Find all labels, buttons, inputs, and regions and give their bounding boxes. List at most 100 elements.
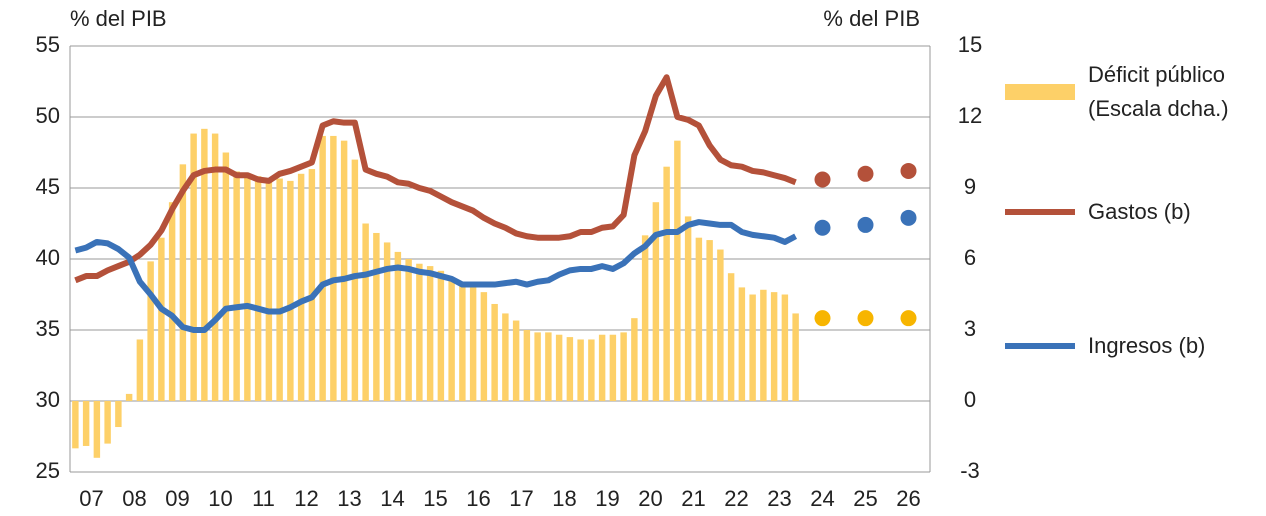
bar xyxy=(136,339,144,401)
projection-dot xyxy=(857,216,874,233)
bar xyxy=(448,277,455,401)
y2-axis-label: % del PIB xyxy=(823,6,920,31)
bar xyxy=(330,135,337,401)
bar xyxy=(641,235,649,401)
bar xyxy=(351,159,359,401)
bar xyxy=(760,289,767,401)
y-tick-label: 40 xyxy=(36,245,60,270)
bar xyxy=(555,334,563,401)
x-tick-label: 16 xyxy=(466,486,490,511)
legend-item: Déficit público (Escala dcha.) xyxy=(1005,58,1263,126)
bar xyxy=(416,263,423,401)
bar xyxy=(566,337,574,401)
bar xyxy=(770,292,778,401)
bar xyxy=(72,401,79,449)
legend-item: Gastos (b) xyxy=(1005,195,1263,229)
y2-tick-label: 12 xyxy=(958,103,982,128)
legend-text: Déficit público (Escala dcha.) xyxy=(1088,62,1229,121)
bar xyxy=(674,140,681,401)
x-tick-label: 11 xyxy=(252,486,275,511)
bar xyxy=(469,285,477,401)
bar xyxy=(340,140,348,401)
bar xyxy=(179,164,187,401)
bar xyxy=(502,313,509,401)
y-tick-label: 30 xyxy=(36,387,60,412)
y-axis-label: % del PIB xyxy=(70,6,167,31)
x-tick-label: 23 xyxy=(767,486,791,511)
projection-dot xyxy=(814,310,831,327)
line xyxy=(74,219,798,333)
bar xyxy=(82,401,90,446)
bar xyxy=(781,294,789,401)
x-tick-label: 12 xyxy=(294,486,318,511)
bar xyxy=(147,261,154,401)
projection-dot xyxy=(900,162,917,179)
x-tick-label: 18 xyxy=(552,486,576,511)
bar xyxy=(609,334,617,401)
x-tick-label: 19 xyxy=(595,486,619,511)
legend-swatch xyxy=(1005,84,1075,100)
bar xyxy=(254,176,262,401)
y2-tick-label: 0 xyxy=(964,387,976,412)
bar xyxy=(706,240,713,401)
x-tick-label: 24 xyxy=(810,486,834,511)
y-tick-label: 55 xyxy=(36,32,60,57)
x-tick-label: 10 xyxy=(208,486,232,511)
y-tick-label: 45 xyxy=(36,174,60,199)
bar xyxy=(276,178,283,401)
bar xyxy=(394,251,402,401)
bar xyxy=(125,393,133,401)
projection-dot xyxy=(814,219,831,236)
line xyxy=(74,74,797,284)
bar xyxy=(577,339,584,401)
projection-dot xyxy=(900,209,917,226)
legend-item: Ingresos (b) xyxy=(1005,329,1263,363)
bar xyxy=(201,128,208,402)
y2-tick-label: 9 xyxy=(964,174,976,199)
bar xyxy=(373,232,380,401)
legend-swatch xyxy=(1005,209,1075,215)
projection-dot xyxy=(857,165,874,182)
bar xyxy=(168,202,176,401)
bar xyxy=(265,178,273,401)
bar xyxy=(727,273,735,401)
bar xyxy=(115,401,122,428)
bar xyxy=(437,270,445,401)
x-tick-label: 26 xyxy=(896,486,920,511)
projection-dot xyxy=(814,171,831,188)
legend-text: Ingresos (b) xyxy=(1088,333,1206,358)
legend-text: Gastos (b) xyxy=(1088,199,1191,224)
bar xyxy=(738,287,746,401)
bar xyxy=(244,176,251,401)
bar xyxy=(104,401,111,444)
x-tick-label: 07 xyxy=(79,486,103,511)
y-tick-label: 50 xyxy=(36,103,60,128)
bar xyxy=(749,294,756,401)
x-tick-label: 25 xyxy=(853,486,877,511)
bar xyxy=(211,133,219,402)
y-tick-label: 25 xyxy=(36,458,60,483)
y2-tick-label: 15 xyxy=(958,32,982,57)
bar xyxy=(459,282,466,401)
bar xyxy=(158,237,165,401)
projection-dot xyxy=(900,310,917,327)
bar xyxy=(717,249,724,401)
x-tick-label: 13 xyxy=(337,486,361,511)
bar xyxy=(588,339,595,401)
y2-tick-label: 3 xyxy=(964,316,976,341)
y-tick-label: 35 xyxy=(36,316,60,341)
bar xyxy=(222,152,230,401)
bar xyxy=(319,135,326,401)
x-tick-label: 08 xyxy=(122,486,146,511)
bar xyxy=(491,303,498,401)
bar xyxy=(792,313,799,401)
projection-dot xyxy=(857,310,874,327)
x-tick-label: 22 xyxy=(724,486,748,511)
bar xyxy=(93,401,101,458)
bar xyxy=(512,320,520,401)
bar xyxy=(383,242,391,401)
bar xyxy=(190,133,197,402)
x-tick-label: 20 xyxy=(638,486,662,511)
